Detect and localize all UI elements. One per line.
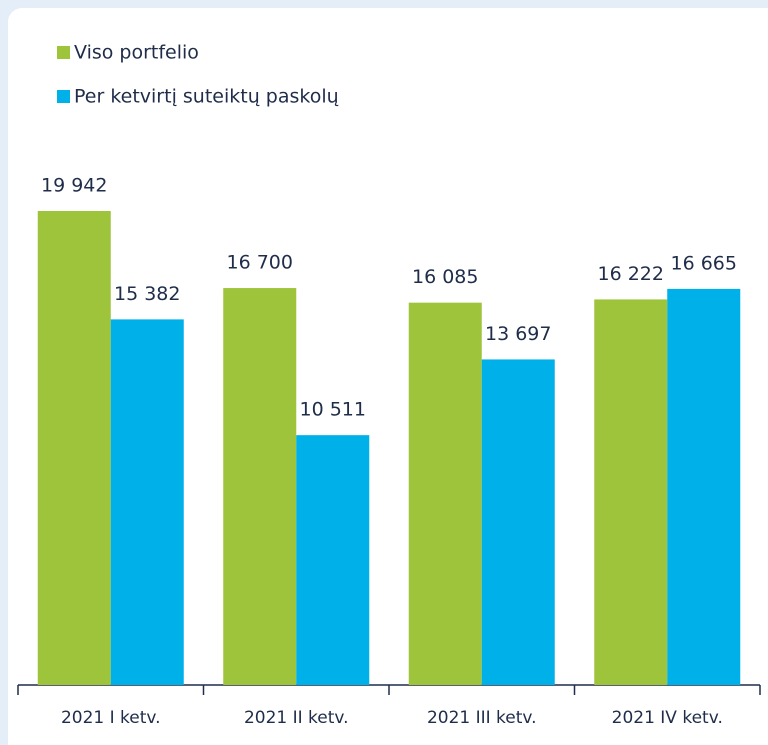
value-label: 13 697 bbox=[485, 323, 551, 345]
bar bbox=[408, 302, 482, 685]
legend-label: Viso portfelio bbox=[74, 42, 199, 64]
value-label: 16 665 bbox=[671, 252, 737, 274]
legend-swatch bbox=[57, 46, 70, 59]
bar bbox=[481, 359, 555, 685]
bar bbox=[667, 288, 741, 685]
value-label: 16 700 bbox=[227, 252, 293, 274]
legend-swatch bbox=[57, 90, 70, 103]
x-tick-label: 2021 IV ketv. bbox=[612, 708, 723, 728]
value-label: 10 511 bbox=[300, 399, 366, 421]
bar bbox=[110, 319, 184, 685]
value-label: 19 942 bbox=[41, 175, 107, 197]
bar bbox=[223, 288, 297, 685]
value-label: 16 085 bbox=[412, 266, 478, 288]
bar bbox=[594, 299, 668, 685]
x-tick-label: 2021 II ketv. bbox=[244, 708, 349, 728]
x-tick-label: 2021 I ketv. bbox=[61, 708, 161, 728]
value-label: 15 382 bbox=[114, 283, 180, 305]
card bbox=[8, 8, 768, 745]
legend-label: Per ketvirtį suteiktų paskolų bbox=[74, 86, 339, 108]
x-tick-label: 2021 III ketv. bbox=[427, 708, 537, 728]
value-label: 16 222 bbox=[598, 263, 664, 285]
bar bbox=[37, 211, 111, 685]
bar bbox=[296, 435, 370, 685]
